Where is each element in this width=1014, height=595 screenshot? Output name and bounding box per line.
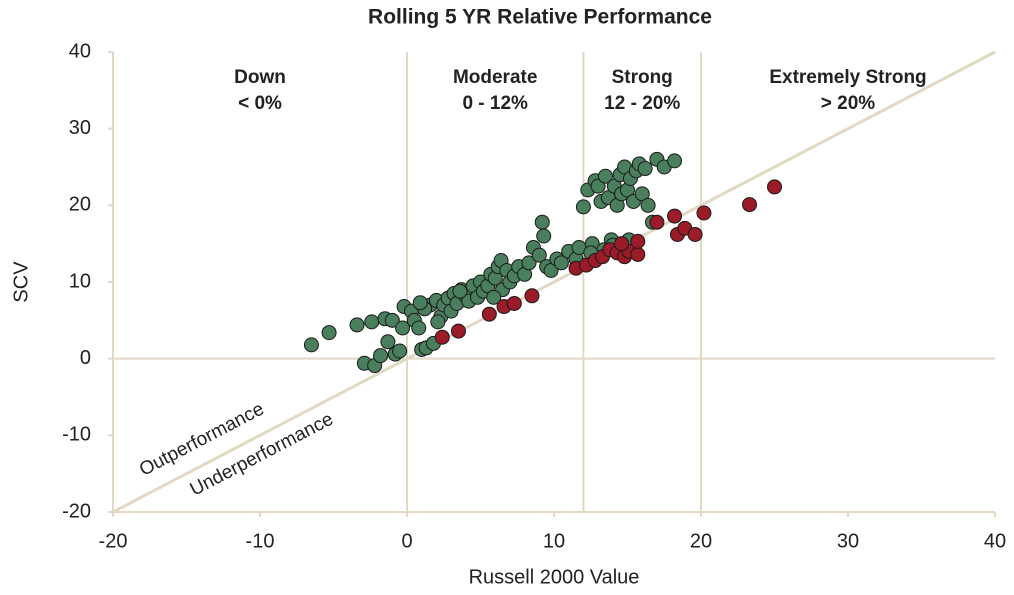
data-point [481, 306, 497, 322]
data-point [553, 255, 569, 271]
data-point [412, 295, 428, 311]
region-subtitle: 0 - 12% [462, 93, 528, 114]
y-tick-label: 20 [69, 194, 91, 216]
data-point [430, 314, 446, 330]
data-point [486, 289, 502, 305]
region-title: Extremely Strong [769, 67, 926, 88]
data-point [630, 233, 646, 249]
data-point [506, 295, 522, 311]
data-point [321, 325, 337, 341]
region-title: Strong [612, 67, 673, 88]
x-tick-label: -10 [246, 530, 275, 552]
data-point [742, 197, 758, 213]
annotation: Underperformance [187, 409, 337, 501]
data-point [384, 312, 400, 328]
region-title: Moderate [453, 67, 537, 88]
y-axis-label: SCV [10, 261, 32, 303]
x-tick-label: 30 [837, 530, 859, 552]
y-tick-label: 40 [69, 40, 91, 62]
data-point [630, 246, 646, 262]
x-axis-label: Russell 2000 Value [469, 566, 640, 588]
x-tick-label: 10 [543, 530, 565, 552]
data-point [687, 226, 703, 242]
data-point [364, 314, 380, 330]
data-point [590, 178, 606, 194]
chart-title: Rolling 5 YR Relative Performance [368, 6, 712, 29]
y-tick-label: 30 [69, 117, 91, 139]
x-tick-label: 0 [401, 530, 412, 552]
data-point [524, 288, 540, 304]
data-point [411, 320, 427, 336]
data-point [637, 161, 653, 177]
data-point [380, 334, 396, 350]
x-tick-label: 40 [984, 530, 1006, 552]
data-point [597, 168, 613, 184]
region-subtitle: < 0% [238, 93, 282, 114]
reference-line [112, 50, 996, 514]
data-point [649, 214, 665, 230]
data-point [667, 153, 683, 169]
data-point [696, 205, 712, 221]
data-point [767, 179, 782, 195]
data-point [614, 236, 630, 252]
data-point [395, 320, 411, 336]
y-tick-label: 0 [80, 347, 91, 369]
x-tick-label: -20 [99, 530, 128, 552]
data-point [450, 323, 466, 339]
region-subtitle: > 20% [821, 93, 876, 114]
data-point [667, 208, 683, 224]
y-tick-label: 10 [69, 270, 91, 292]
data-point [392, 343, 408, 359]
data-point [531, 247, 547, 263]
x-tick-label: 20 [690, 530, 712, 552]
data-point [534, 214, 550, 230]
data-point [536, 228, 552, 244]
data-point [575, 199, 591, 215]
data-point [640, 197, 656, 213]
region-subtitle: 12 - 20% [604, 93, 680, 114]
data-point [452, 283, 468, 299]
data-point [521, 255, 537, 271]
data-point [373, 348, 389, 364]
y-tick-label: -10 [62, 424, 91, 446]
y-tick-label: -20 [62, 500, 91, 522]
data-point [303, 337, 319, 353]
region-title: Down [234, 67, 286, 88]
data-point [434, 329, 450, 345]
data-point [349, 317, 365, 333]
